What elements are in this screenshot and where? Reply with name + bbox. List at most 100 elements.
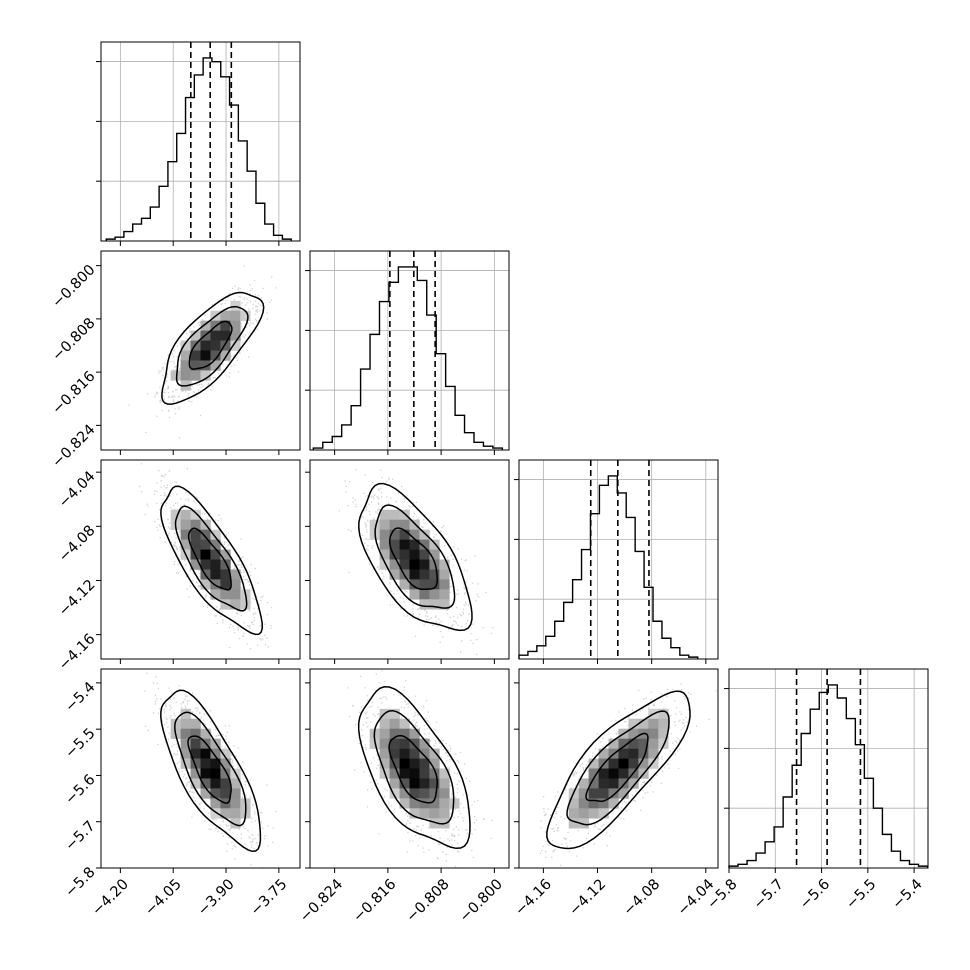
density-bin (180, 340, 191, 351)
contour-2 (160, 485, 263, 636)
y-tick-label: −0.824 (49, 422, 98, 471)
density-bin (648, 718, 659, 729)
density-bin (419, 788, 430, 799)
density-bin (230, 589, 241, 600)
density-bin (628, 728, 639, 739)
density-bin (608, 788, 619, 799)
density-bin (389, 509, 400, 520)
density-bin (210, 340, 221, 351)
density-bin (389, 748, 400, 759)
density-bin (608, 778, 619, 789)
density-bin (379, 738, 390, 749)
density-bin (409, 569, 420, 580)
density-bin (190, 529, 201, 540)
density-bin (190, 370, 201, 381)
contour-2 (357, 686, 471, 850)
contour-1 (174, 711, 247, 827)
density-bin (439, 808, 450, 819)
density-bin (399, 559, 410, 570)
y-tick-label: −5.4 (62, 679, 98, 715)
density-bin (608, 798, 619, 809)
density-bin (648, 728, 659, 739)
density-bin (220, 310, 231, 321)
axes-frame (518, 668, 719, 869)
x-tick-label: −3.75 (248, 876, 291, 919)
density-bin (588, 768, 599, 779)
scatter-panel-2-1 (309, 459, 510, 660)
x-tick-label: −4.16 (512, 876, 555, 919)
density-bin (429, 549, 440, 560)
density-bin (200, 539, 211, 550)
density-bin (180, 539, 191, 550)
density-bin (210, 549, 221, 560)
hist-panel-0 (96, 41, 301, 242)
density-bin (389, 778, 400, 789)
y-tick-label: −4.16 (56, 631, 99, 674)
density-bin (200, 370, 211, 381)
density-bin (389, 708, 400, 720)
contour-1 (374, 504, 456, 609)
density-bin (399, 718, 410, 729)
density-bin (220, 808, 231, 819)
density-bin (220, 599, 231, 610)
y-tick-label: −5.6 (62, 772, 98, 808)
density-bin (429, 808, 440, 819)
density-bin (419, 798, 430, 809)
density-bin (180, 748, 191, 759)
density-bin (170, 370, 181, 381)
density-bin (399, 738, 410, 749)
density-bin (409, 748, 420, 759)
density-bin (399, 758, 410, 769)
density-bin (389, 788, 400, 799)
density-bin (190, 330, 201, 341)
density-bin (230, 818, 241, 829)
density-bin (210, 569, 221, 580)
density-bin (240, 310, 251, 321)
contour-1 (174, 505, 248, 612)
density-bin (588, 778, 599, 789)
density-bin (190, 559, 201, 570)
density-bin (419, 738, 430, 749)
density-bin (419, 569, 430, 580)
density-bin (389, 718, 400, 729)
scatter-panel-2-0 (100, 459, 301, 660)
contour-1 (566, 710, 670, 826)
density-bin (389, 559, 400, 570)
density-bin (638, 748, 649, 759)
density-bin (608, 758, 619, 769)
density-bin (399, 529, 410, 540)
density-bin (568, 808, 579, 819)
density-bin (210, 350, 221, 361)
density-bin (419, 559, 430, 570)
x-tick-label: −5.6 (797, 876, 833, 912)
contour-0 (187, 527, 232, 591)
density-bin (230, 569, 241, 580)
density-bin (379, 748, 390, 759)
density-bin (379, 718, 390, 729)
density-bin (598, 808, 609, 819)
density-bin (409, 549, 420, 560)
x-tick-label: −4.05 (142, 876, 185, 919)
density-bin (419, 748, 430, 759)
density-bin (658, 728, 669, 739)
contour-2 (358, 482, 473, 632)
density-bin (210, 330, 221, 341)
density-bin (379, 559, 390, 570)
density-bin (419, 589, 430, 600)
density-bin (210, 559, 221, 570)
x-tick-label: −4.20 (89, 876, 132, 919)
density-bin (220, 330, 231, 341)
density-bin (638, 718, 649, 729)
density-bin (618, 748, 629, 759)
density-bin (429, 778, 440, 789)
density-bin (210, 748, 221, 759)
density-bin (399, 798, 410, 809)
y-tick-label: −4.08 (56, 523, 99, 566)
density-bin (180, 718, 191, 729)
density-bin (379, 509, 390, 520)
contour-0 (188, 320, 233, 370)
density-bin (190, 718, 201, 729)
contour-0 (388, 734, 438, 804)
density-bin (409, 788, 420, 799)
density-bin (439, 778, 450, 789)
